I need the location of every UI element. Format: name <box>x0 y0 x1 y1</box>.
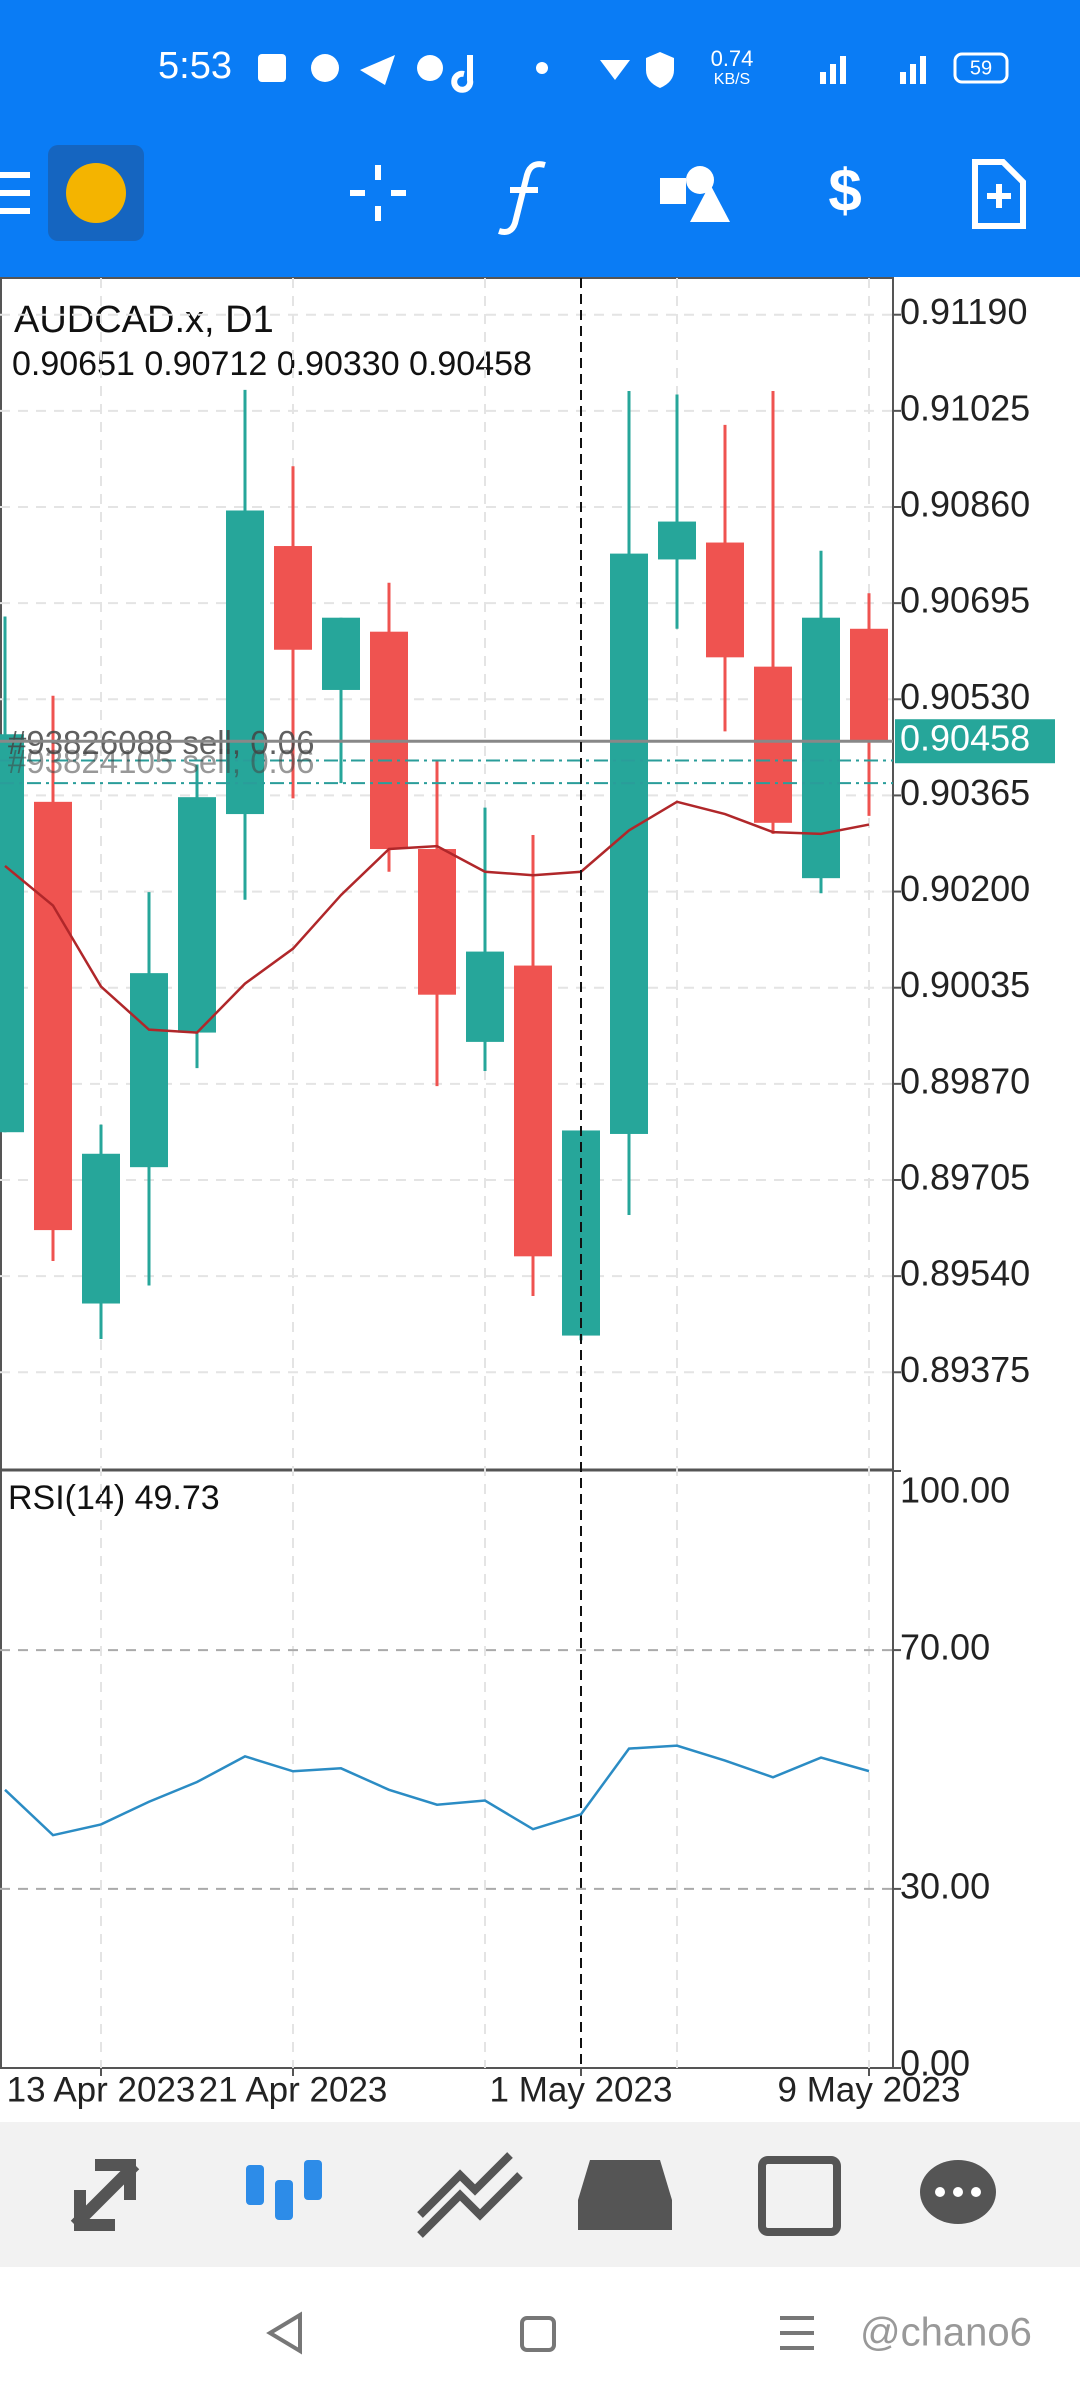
last-price-box <box>895 719 1055 764</box>
y-tick-label: 0.90200 <box>900 868 1030 909</box>
y-tick-label: 0.90365 <box>900 772 1030 813</box>
y-tick-label: 30.00 <box>900 1865 990 1906</box>
icon <box>536 62 548 74</box>
sys-home[interactable] <box>520 2316 556 2352</box>
status-time: 5:53 <box>158 45 232 87</box>
nav-news[interactable] <box>758 2156 841 2236</box>
y-tick-label: 0.91025 <box>900 387 1030 428</box>
last-price-label: 0.90458 <box>900 718 1030 759</box>
candle-body <box>82 1153 120 1304</box>
candle-body <box>658 521 696 560</box>
sys-back[interactable] <box>266 2311 302 2355</box>
candle-body <box>754 666 792 823</box>
nav-trade[interactable] <box>417 2152 523 2238</box>
nav-quotes[interactable] <box>70 2159 140 2231</box>
nav-messages[interactable] <box>920 2160 996 2224</box>
nav-chart[interactable] <box>246 2160 322 2220</box>
battery <box>953 52 1009 84</box>
order-label: #93824105 sell, 0.06 <box>8 743 314 780</box>
toolbar-icons <box>350 159 1026 235</box>
net-unit: KB/S <box>714 71 750 88</box>
candle-body <box>178 797 216 1033</box>
net-speed: 0.74 <box>711 46 754 71</box>
x-tick-label: 21 Apr 2023 <box>199 2070 388 2109</box>
y-tick-label: 0.00 <box>900 2043 970 2084</box>
y-tick-label: 100.00 <box>900 1470 1010 1511</box>
new-order[interactable] <box>972 159 1026 229</box>
icon <box>820 72 826 84</box>
moving-average <box>4 800 870 1034</box>
crosshair-tool[interactable] <box>350 165 406 221</box>
y-tick-label: 0.90530 <box>900 676 1030 717</box>
plot: 0.91190 0.91025 0.90860 0.90695 0.90530 0.903… <box>0 278 1055 2084</box>
x-tick-label: 13 Apr 2023 <box>7 2070 196 2109</box>
icon <box>600 60 630 80</box>
y-tick-label: 70.00 <box>900 1627 990 1668</box>
candle-body <box>610 553 648 1134</box>
icon <box>417 55 443 81</box>
candle-body <box>0 734 24 1133</box>
objects-tool[interactable] <box>660 166 730 222</box>
candle-body <box>34 801 72 1231</box>
y-tick-label: 0.91190 <box>900 291 1027 332</box>
top-bar <box>0 0 1080 277</box>
candle-body <box>322 617 360 690</box>
y-tick-label: 0.89870 <box>900 1060 1030 1101</box>
trade-tool[interactable]: $ <box>828 157 861 224</box>
y-tick-label: 0.90035 <box>900 964 1030 1005</box>
bottom-nav <box>0 2122 1080 2267</box>
candle-body <box>274 546 312 650</box>
menu-button[interactable] <box>0 172 30 214</box>
x-tick-label: 9 May 2023 <box>778 2070 961 2109</box>
icon <box>840 56 846 84</box>
candle-body <box>706 542 744 658</box>
x-tick-label: 1 May 2023 <box>490 2070 673 2109</box>
chart-title: AUDCAD.x, D1 <box>14 299 274 341</box>
status-icons <box>258 52 926 93</box>
icon <box>920 56 926 84</box>
icon <box>900 72 906 84</box>
nav-history[interactable] <box>578 2160 672 2230</box>
chart-frame <box>0 277 894 2069</box>
candle-body <box>226 510 264 815</box>
icon <box>910 64 916 84</box>
rsi-line <box>4 1744 870 1837</box>
y-tick-label: 0.89705 <box>900 1157 1030 1198</box>
icon <box>830 64 836 84</box>
candle-body <box>850 628 888 742</box>
candle-body <box>130 973 168 1168</box>
rsi-title: RSI(14) 49.73 <box>8 1479 220 1517</box>
ohlc-header: 0.90651 0.90712 0.90330 0.90458 <box>12 345 532 383</box>
y-tick-label: 0.90695 <box>900 580 1030 621</box>
candle-body <box>418 849 456 995</box>
app-icon-globe <box>66 163 126 223</box>
y-tick-label: 0.90860 <box>900 484 1030 525</box>
watermark: @chano6 <box>860 2311 1032 2355</box>
sys-recents[interactable] <box>780 2316 814 2350</box>
battery-level: 59 <box>970 57 992 79</box>
icon <box>451 55 474 93</box>
candle-body <box>514 965 552 1257</box>
candle-body <box>466 951 504 1042</box>
y-tick-label: 0.89540 <box>900 1253 1030 1294</box>
icon <box>311 54 339 82</box>
indicator-tool[interactable] <box>498 161 546 235</box>
icon <box>360 55 395 85</box>
y-tick-label: 0.89375 <box>900 1349 1030 1390</box>
icon <box>258 54 286 82</box>
candle-body <box>802 617 840 879</box>
icon <box>646 52 674 88</box>
